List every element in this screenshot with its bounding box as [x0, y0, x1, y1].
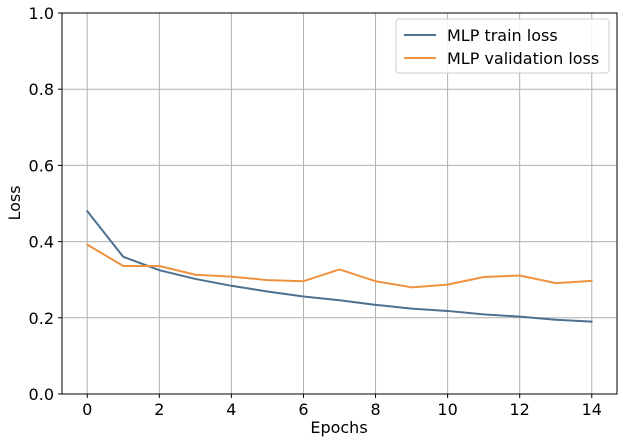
- legend-label-validation: MLP validation loss: [447, 49, 599, 68]
- y-tick-label: 0.0: [29, 385, 54, 404]
- x-tick-label: 10: [437, 400, 457, 419]
- plot-frame: [61, 12, 618, 395]
- x-tick-label: 8: [370, 400, 380, 419]
- legend-box: [395, 18, 610, 74]
- y-tick-label: 0.6: [29, 156, 54, 175]
- y-axis-title: Loss: [5, 185, 24, 220]
- plot-area: [62, 13, 617, 394]
- x-tick-label: 6: [298, 400, 308, 419]
- series-lines: [86, 210, 593, 323]
- series-line-mlp-validation-loss: [86, 243, 593, 289]
- series-line-mlp-train-loss: [86, 210, 593, 323]
- x-axis-title: Epochs: [310, 418, 367, 437]
- y-tick-label: 1.0: [29, 4, 54, 23]
- y-tick-label: 0.4: [29, 233, 54, 252]
- x-tick-label: 2: [154, 400, 164, 419]
- x-tick-label: 0: [82, 400, 92, 419]
- x-tick-label: 14: [582, 400, 602, 419]
- y-tick-label: 0.2: [29, 309, 54, 328]
- axis-ticks: 0 2 4 6 8 10 12 14 0.0 0.2 0.4 0.6 0.8 1.0: [29, 4, 602, 419]
- legend: MLP train loss MLP validation loss: [395, 18, 610, 74]
- y-tick-label: 0.8: [29, 80, 54, 99]
- legend-label-train: MLP train loss: [447, 26, 558, 45]
- x-tick-label: 12: [510, 400, 530, 419]
- x-tick-label: 4: [226, 400, 236, 419]
